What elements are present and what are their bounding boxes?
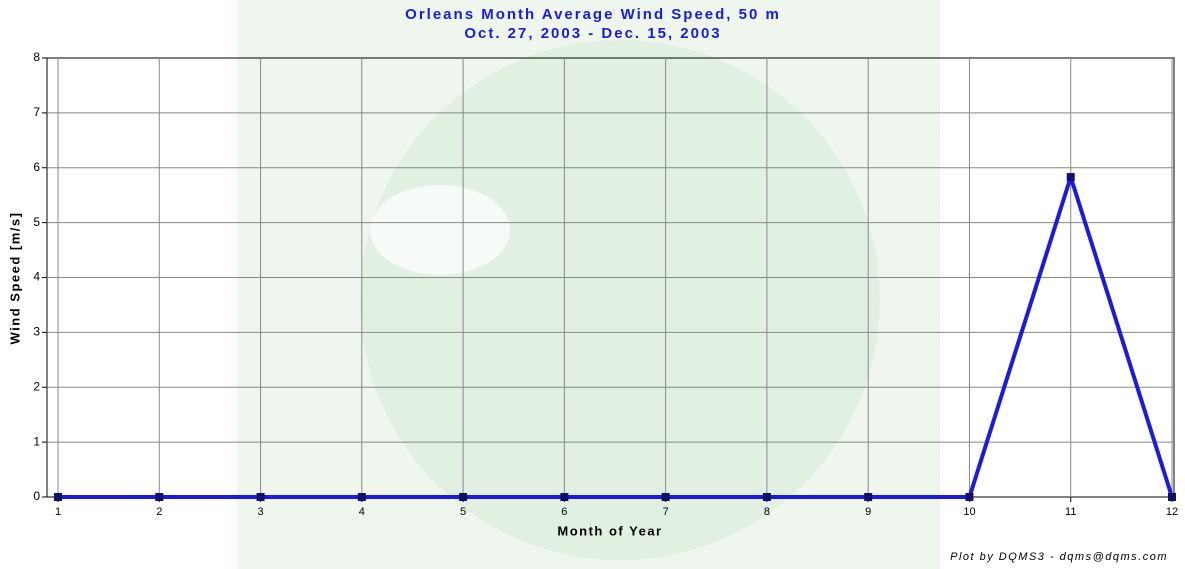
y-tick-label: 5 [33,215,40,229]
y-axis-label: Wind Speed [m/s] [7,212,22,345]
y-tick-label: 1 [33,434,40,448]
watermark [237,0,940,569]
y-tick-label: 7 [33,105,40,119]
x-tick-label: 6 [561,506,567,518]
y-tick-label: 4 [33,270,40,284]
data-point [965,493,974,501]
data-point [864,493,873,501]
data-point [256,493,265,501]
x-tick-label: 11 [1065,506,1076,518]
data-point [1168,493,1176,501]
x-tick-label: 8 [764,506,770,518]
x-tick-label: 9 [865,506,871,518]
x-tick-label: 10 [963,506,975,518]
x-tick-label: 7 [663,506,669,518]
watermark-hub [370,185,510,275]
data-point [762,493,771,501]
x-tick-label: 4 [359,506,365,518]
data-point [459,493,468,501]
chart-title: Orleans Month Average Wind Speed, 50 m [405,6,781,23]
chart-subtitle: Oct. 27, 2003 - Dec. 15, 2003 [464,25,721,42]
y-tick-label: 3 [33,325,40,339]
credit: Plot by DQMS3 - dqms@dqms.com [950,551,1168,563]
y-tick-label: 6 [33,160,40,174]
data-point [357,493,366,501]
data-point [54,493,62,501]
x-tick-label: 12 [1166,506,1178,518]
data-point [1066,173,1075,182]
data-point [661,493,670,501]
data-line [58,175,1174,499]
x-tick-label: 2 [156,506,162,518]
data-point [155,493,164,501]
y-tick-label: 8 [33,50,40,64]
y-tick-label: 2 [33,379,40,393]
watermark-disc [360,40,880,560]
x-tick-label: 1 [55,506,61,518]
data-point [560,493,569,501]
y-tick-label: 0 [33,489,40,503]
x-tick-label: 5 [460,506,466,518]
x-axis-label: Month of Year [557,523,662,538]
x-tick-label: 3 [257,506,263,518]
